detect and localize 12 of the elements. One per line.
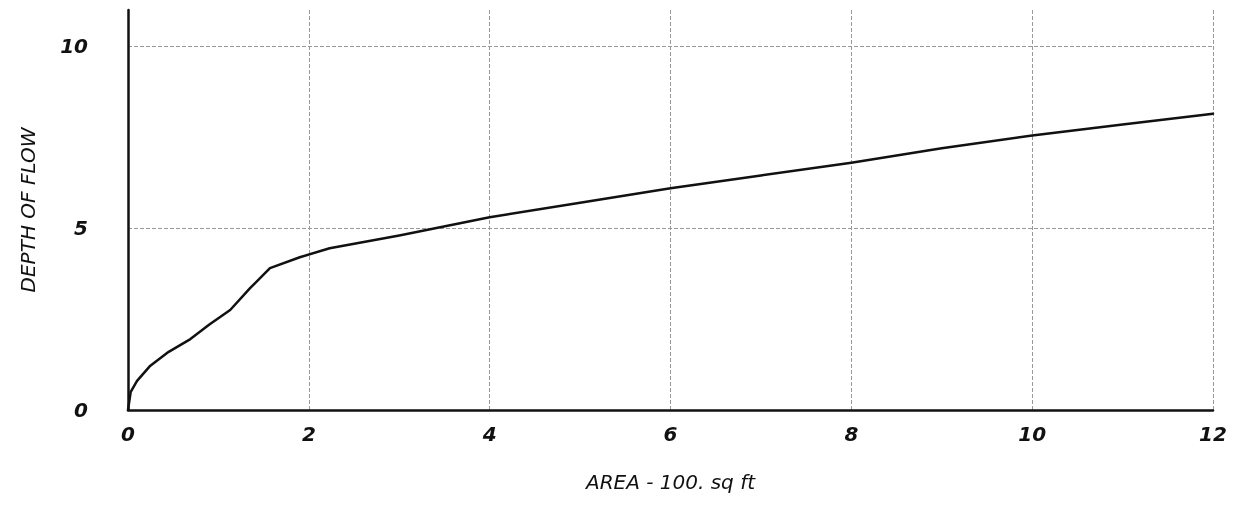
y-axis-title: DEPTH OF FLOW <box>16 126 40 293</box>
x-tick-label: 10 <box>1018 422 1047 446</box>
y-tick-label: 5 <box>74 216 88 241</box>
y-tick-label: 10 <box>60 34 89 59</box>
x-tick-label: 6 <box>663 422 678 446</box>
x-tick-label: 2 <box>301 422 316 446</box>
x-tick-label: 4 <box>481 422 497 446</box>
x-tick-label: 12 <box>1199 422 1227 446</box>
x-axis-title: AREA - 100. sq ft <box>583 470 757 494</box>
x-tick-label: 8 <box>844 422 859 446</box>
y-tick-label: 0 <box>74 398 89 422</box>
x-tick-label: 0 <box>121 422 136 446</box>
